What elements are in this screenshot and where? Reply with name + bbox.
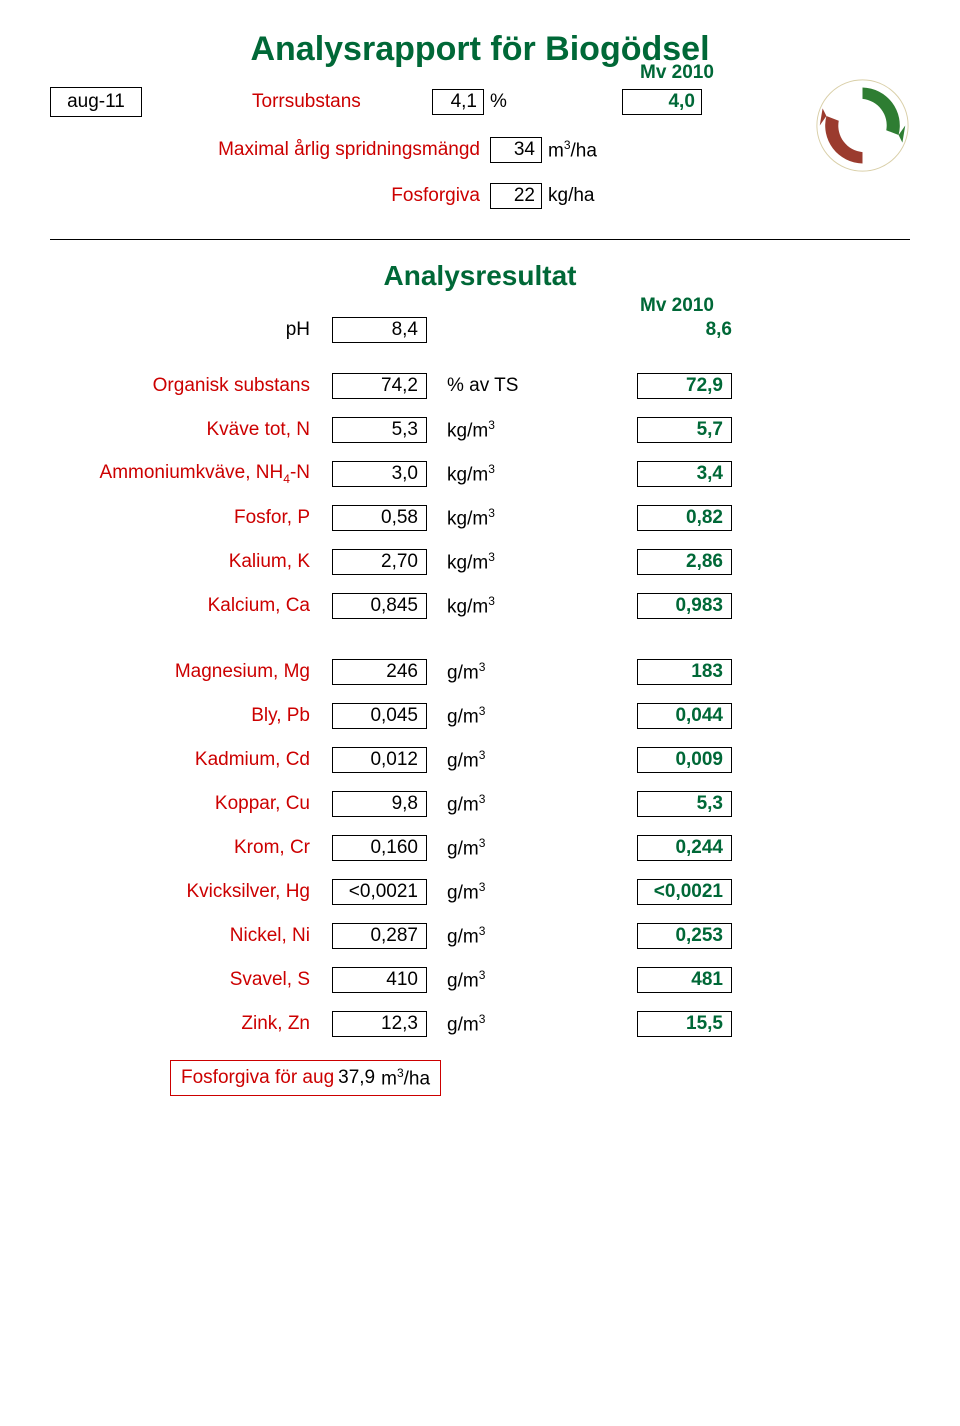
ph-mv: 8,6 xyxy=(637,319,732,341)
row-label: Magnesium, Mg xyxy=(50,661,332,683)
row-mv: 0,82 xyxy=(637,505,732,531)
row-mv: 3,4 xyxy=(637,461,732,487)
data-row: Krom, Cr0,160 g/m3 0,244 xyxy=(50,835,910,861)
row-value: 246 xyxy=(332,659,427,685)
data-row: Kväve tot, N5,3 kg/m3 5,7 xyxy=(50,417,910,443)
row-mv: 5,3 xyxy=(637,791,732,817)
data-row: Koppar, Cu9,8 g/m3 5,3 xyxy=(50,791,910,817)
mv-header-2: Mv 2010 xyxy=(640,295,714,317)
row-label: Fosfor, P xyxy=(50,507,332,529)
spridning-unit: m3/ha xyxy=(548,138,597,162)
row-value: 9,8 xyxy=(332,791,427,817)
row-unit: g/m3 xyxy=(447,748,547,772)
row-unit: kg/m3 xyxy=(447,506,547,530)
row-value: 0,012 xyxy=(332,747,427,773)
row-value: 0,045 xyxy=(332,703,427,729)
row-unit: g/m3 xyxy=(447,968,547,992)
data-row: Fosfor, P0,58 kg/m3 0,82 xyxy=(50,505,910,531)
row-unit: g/m3 xyxy=(447,660,547,684)
report-title: Analysrapport för Biogödsel xyxy=(50,30,910,69)
footer-box: Fosforgiva för aug 37,9 m3/ha xyxy=(170,1060,441,1096)
row-label: Kalcium, Ca xyxy=(50,595,332,617)
row-value: <0,0021 xyxy=(332,879,427,905)
row-unit: kg/m3 xyxy=(447,418,547,442)
data-row: Kvicksilver, Hg<0,0021g/m3<0,0021 xyxy=(50,879,910,905)
data-row: Kalium, K2,70 kg/m3 2,86 xyxy=(50,549,910,575)
row-unit: g/m3 xyxy=(447,1012,547,1036)
row-mv: 0,244 xyxy=(637,835,732,861)
row-mv: 5,7 xyxy=(637,417,732,443)
torrsubstans-mv: 4,0 xyxy=(622,89,702,115)
row-value: 0,845 xyxy=(332,593,427,619)
fosforgiva-unit: kg/ha xyxy=(548,185,594,207)
row-mv: 0,983 xyxy=(637,593,732,619)
data-row: Ammoniumkväve, NH4-N3,0 kg/m3 3,4 xyxy=(50,461,910,487)
row-unit: kg/m3 xyxy=(447,462,547,486)
mv-header-1: Mv 2010 xyxy=(640,62,714,84)
row-mv: 0,253 xyxy=(637,923,732,949)
data-row: Bly, Pb0,045 g/m3 0,044 xyxy=(50,703,910,729)
row-mv: 0,044 xyxy=(637,703,732,729)
data-row: Zink, Zn12,3 g/m3 15,5 xyxy=(50,1011,910,1037)
row-value: 12,3 xyxy=(332,1011,427,1037)
footer-label: Fosforgiva för aug xyxy=(181,1067,334,1089)
row-unit: g/m3 xyxy=(447,924,547,948)
row-mv: 72,9 xyxy=(637,373,732,399)
row-unit: kg/m3 xyxy=(447,550,547,574)
row-label: Koppar, Cu xyxy=(50,793,332,815)
period-box: aug-11 xyxy=(50,87,142,117)
row-label: Kadmium, Cd xyxy=(50,749,332,771)
row-label: Bly, Pb xyxy=(50,705,332,727)
torrsubstans-unit: % xyxy=(490,91,507,113)
row-mv: 183 xyxy=(637,659,732,685)
ph-label: pH xyxy=(50,319,332,341)
data-row: Nickel, Ni0,287 g/m3 0,253 xyxy=(50,923,910,949)
spridning-value: 34 xyxy=(490,137,542,163)
row-unit: % av TS xyxy=(447,375,547,397)
row-label: Krom, Cr xyxy=(50,837,332,859)
row-value: 0,287 xyxy=(332,923,427,949)
data-row: Organisk substans74,2 % av TS 72,9 xyxy=(50,373,910,399)
data-row: Magnesium, Mg246 g/m3 183 xyxy=(50,659,910,685)
row-unit: g/m3 xyxy=(447,836,547,860)
row-value: 3,0 xyxy=(332,461,427,487)
row-mv: <0,0021 xyxy=(637,879,732,905)
section-title: Analysresultat xyxy=(50,260,910,292)
fosforgiva-label: Fosforgiva xyxy=(200,185,490,207)
row-unit: g/m3 xyxy=(447,792,547,816)
torrsubstans-value: 4,1 xyxy=(432,89,484,115)
row-label: Kväve tot, N xyxy=(50,419,332,441)
row-label: Svavel, S xyxy=(50,969,332,991)
row-mv: 0,009 xyxy=(637,747,732,773)
torrsubstans-label: Torrsubstans xyxy=(252,91,432,113)
row-label: Zink, Zn xyxy=(50,1013,332,1035)
data-row: Svavel, S410 g/m3 481 xyxy=(50,967,910,993)
row-value: 74,2 xyxy=(332,373,427,399)
footer-value: 37,9 xyxy=(338,1067,375,1089)
divider-line xyxy=(50,239,910,240)
ph-value: 8,4 xyxy=(332,317,427,343)
row-label: Ammoniumkväve, NH4-N xyxy=(50,462,332,486)
fosforgiva-value: 22 xyxy=(490,183,542,209)
row-value: 0,58 xyxy=(332,505,427,531)
row-value: 5,3 xyxy=(332,417,427,443)
row-label: Kvicksilver, Hg xyxy=(50,881,332,903)
row-value: 2,70 xyxy=(332,549,427,575)
row-label: Kalium, K xyxy=(50,551,332,573)
data-row: Kadmium, Cd0,012 g/m3 0,009 xyxy=(50,747,910,773)
spridning-label: Maximal årlig spridningsmängd xyxy=(200,139,490,161)
footer-unit: m3/ha xyxy=(381,1066,430,1090)
row-label: Nickel, Ni xyxy=(50,925,332,947)
row-mv: 15,5 xyxy=(637,1011,732,1037)
row-mv: 481 xyxy=(637,967,732,993)
row-value: 0,160 xyxy=(332,835,427,861)
row-unit: kg/m3 xyxy=(447,594,547,618)
row-unit: g/m3 xyxy=(447,880,547,904)
row-mv: 2,86 xyxy=(637,549,732,575)
row-label: Organisk substans xyxy=(50,375,332,397)
data-row: Kalcium, Ca0,845 kg/m3 0,983 xyxy=(50,593,910,619)
row-value: 410 xyxy=(332,967,427,993)
row-unit: g/m3 xyxy=(447,704,547,728)
